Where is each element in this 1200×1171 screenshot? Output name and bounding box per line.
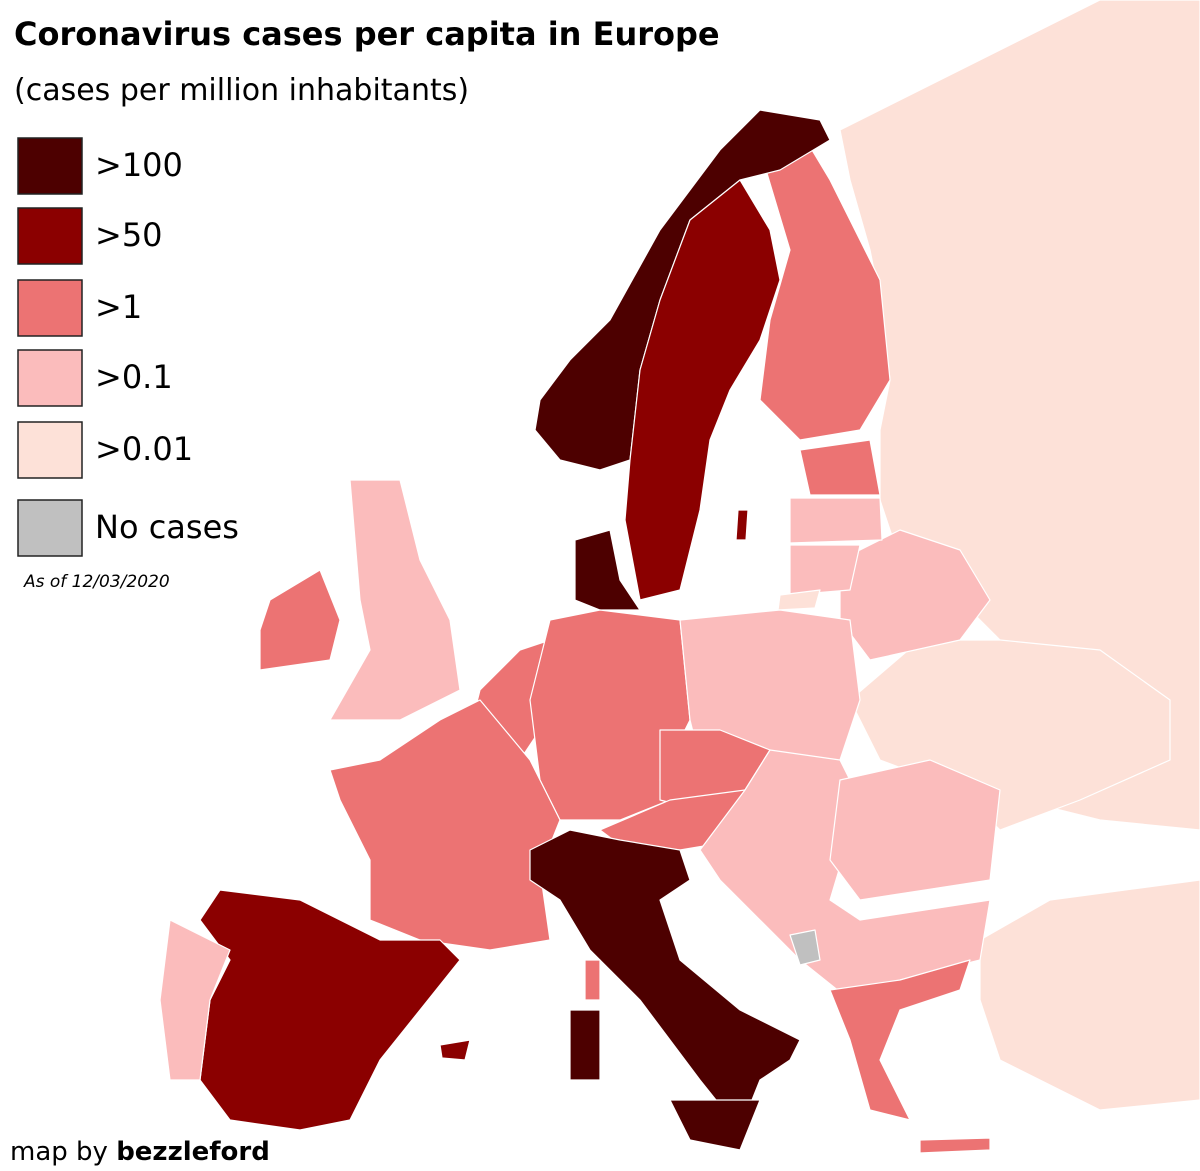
legend-swatch: [17, 421, 83, 479]
legend-swatch: [17, 137, 83, 195]
region: [919, 1137, 991, 1154]
legend-swatch: [17, 207, 83, 265]
region: [735, 509, 749, 541]
legend-label: No cases: [95, 508, 239, 546]
region: [699, 749, 991, 1001]
region: [799, 439, 881, 496]
region: [789, 544, 861, 596]
region: [569, 1009, 601, 1081]
subtitle: (cases per million inhabitants): [14, 73, 469, 108]
legend-label: >100: [95, 146, 183, 184]
region: [529, 829, 801, 1131]
regions: [159, 0, 1200, 1154]
region: [574, 529, 641, 611]
region: [829, 959, 971, 1121]
region: [777, 589, 821, 611]
title: Coronavirus cases per capita in Europe: [14, 15, 720, 53]
region: [259, 569, 341, 671]
region: [534, 109, 831, 471]
legend-swatch: [17, 349, 83, 407]
region: [439, 1039, 471, 1061]
region: [159, 919, 231, 1081]
legend: >100 >50 >1 >0.1 >0.01 No cases: [17, 137, 239, 557]
region: [584, 959, 601, 1001]
region: [329, 479, 461, 721]
region: [829, 759, 1001, 901]
legend-label: >50: [95, 216, 163, 254]
credit-prefix: map by: [10, 1137, 108, 1167]
legend-label: >0.01: [95, 430, 193, 468]
credit-author: bezzleford: [116, 1137, 270, 1167]
credit: map by bezzleford: [10, 1137, 270, 1167]
region: [624, 179, 781, 601]
region: [329, 699, 561, 951]
region: [759, 129, 891, 441]
legend-swatch: [17, 279, 83, 337]
region: [789, 497, 883, 544]
date-note: As of 12/03/2020: [23, 572, 170, 592]
region: [979, 879, 1200, 1111]
legend-label: >1: [95, 288, 142, 326]
region: [669, 1099, 761, 1151]
legend-label: >0.1: [95, 358, 173, 396]
region: [789, 929, 821, 966]
region: [199, 889, 461, 1131]
legend-swatch: [17, 499, 83, 557]
